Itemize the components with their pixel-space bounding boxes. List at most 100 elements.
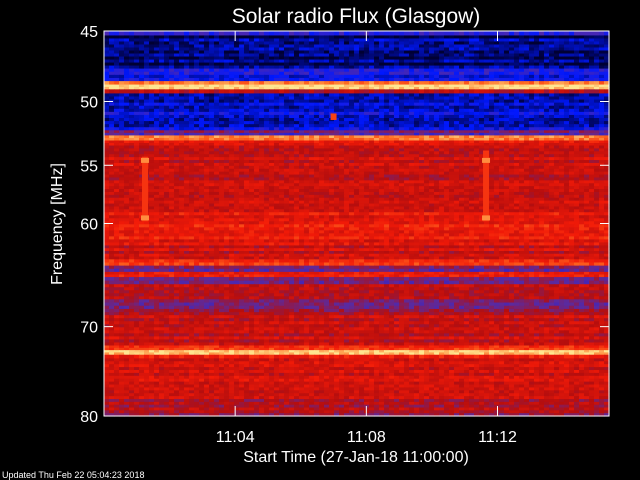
spectrogram-cell	[289, 81, 295, 86]
spectrogram-cell	[259, 162, 265, 167]
spectrogram-cell	[264, 77, 270, 82]
spectrogram-cell	[344, 162, 350, 167]
spectrogram-cell	[124, 56, 130, 61]
spectrogram-cell	[424, 62, 430, 67]
spectrogram-cell	[164, 124, 170, 128]
spectrogram-cell	[104, 105, 110, 110]
spectrogram-cell	[449, 53, 455, 58]
spectrogram-cell	[504, 71, 510, 76]
spectrogram-cell	[424, 127, 430, 131]
spectrogram-cell	[254, 41, 260, 46]
spectrogram-cell	[354, 44, 360, 49]
spectrogram-cell	[424, 93, 430, 98]
spectrogram-cell	[209, 77, 215, 82]
spectrogram-cell	[379, 105, 385, 110]
spectrogram-cell	[234, 124, 240, 128]
spectrogram-cell	[144, 154, 150, 158]
spectrogram-cell	[129, 62, 135, 67]
spectrogram-cell	[184, 145, 190, 150]
spectrogram-cell	[414, 102, 420, 107]
spectrogram-cell	[344, 135, 350, 139]
spectrogram-cell	[249, 137, 255, 142]
spectrogram-cell	[419, 140, 425, 144]
spectrogram-cell	[409, 114, 415, 119]
spectrogram-cell	[174, 137, 180, 142]
spectrogram-cell	[464, 41, 470, 46]
spectrogram-cell	[234, 31, 240, 37]
spectrogram-cell	[494, 132, 500, 137]
spectrogram-cell	[289, 143, 295, 147]
spectrogram-cell	[334, 86, 340, 90]
spectrogram-cell	[399, 135, 405, 139]
spectrogram-cell	[224, 135, 230, 139]
spectrogram-cell	[544, 44, 550, 49]
spectrogram-cell	[284, 89, 290, 95]
spectrogram-cell	[174, 121, 180, 125]
spectrogram-cell	[434, 108, 440, 113]
spectrogram-cell	[234, 56, 240, 61]
spectrogram-cell	[259, 65, 265, 70]
spectrogram-cell	[164, 137, 170, 142]
spectrogram-cell	[554, 53, 560, 58]
spectrogram-cell	[319, 102, 325, 107]
spectrogram-cell	[249, 102, 255, 107]
spectrogram-cell	[389, 56, 395, 61]
spectrogram-cell	[214, 77, 220, 82]
spectrogram-cell	[564, 108, 570, 113]
spectrogram-cell	[199, 132, 205, 137]
spectrogram-cell	[554, 62, 560, 67]
spectrogram-cell	[159, 148, 165, 152]
spectrogram-cell	[419, 93, 425, 98]
spectrogram-cell	[249, 99, 255, 104]
spectrogram-cell	[394, 68, 400, 73]
spectrogram-cell	[174, 130, 180, 134]
spectrogram-cell	[549, 77, 555, 82]
spectrogram-cell	[369, 62, 375, 67]
spectrogram-cell	[189, 140, 195, 144]
spectrogram-cell	[209, 62, 215, 67]
spectrogram-cell	[224, 108, 230, 113]
spectrogram-cell	[369, 41, 375, 46]
spectrogram-cell	[574, 44, 580, 49]
spectrogram-cell	[119, 86, 125, 90]
spectrogram-cell	[489, 105, 495, 110]
spectrogram-cell	[564, 130, 570, 134]
spectrogram-cell	[374, 121, 380, 125]
spectrogram-cell	[419, 121, 425, 125]
spectrogram-cell	[334, 162, 340, 167]
spectrogram-cell	[524, 154, 530, 158]
spectrogram-cell	[119, 165, 125, 170]
spectrogram-cell	[464, 105, 470, 110]
spectrogram-cell	[334, 165, 340, 170]
spectrogram-cell	[599, 118, 605, 122]
spectrogram-cell	[214, 65, 220, 70]
spectrogram-cell	[164, 160, 170, 164]
spectrogram-cell	[304, 77, 310, 82]
spectrogram-cell	[179, 121, 185, 125]
spectrogram-cell	[139, 81, 145, 86]
spectrogram-cell	[564, 111, 570, 116]
spectrogram-cell	[319, 143, 325, 147]
spectrogram-cell	[454, 130, 460, 134]
spectrogram-cell	[354, 86, 360, 90]
spectrogram-cell	[409, 132, 415, 137]
spectrogram-cell	[234, 38, 240, 43]
spectrogram-cell	[224, 127, 230, 131]
spectrogram-cell	[174, 151, 180, 155]
spectrogram-cell	[524, 62, 530, 67]
spectrogram-cell	[424, 108, 430, 113]
spectrogram-cell	[219, 154, 225, 158]
spectrogram-cell	[494, 65, 500, 70]
spectrogram-cell	[244, 118, 250, 122]
spectrogram-cell	[379, 132, 385, 137]
spectrogram-cell	[119, 121, 125, 125]
spectrogram-cell	[424, 135, 430, 139]
spectrogram-cell	[284, 44, 290, 49]
spectrogram-cell	[244, 154, 250, 158]
spectrogram-cell	[159, 121, 165, 125]
spectrogram-cell	[149, 137, 155, 142]
spectrogram-cell	[194, 132, 200, 137]
spectrogram-cell	[519, 74, 525, 79]
spectrogram-cell	[149, 135, 155, 139]
spectrogram-cell	[229, 121, 235, 125]
